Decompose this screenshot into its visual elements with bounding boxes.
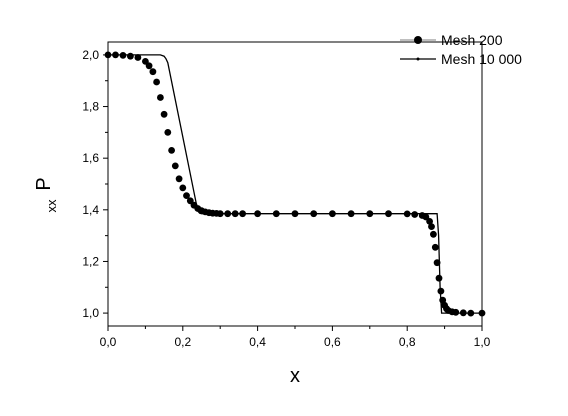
x-axis-label: x: [290, 365, 300, 387]
data-point-mesh-200: [153, 78, 161, 86]
y-axis-ticks: 1,0 1,2 1,4 1,6 1,8 2,0: [82, 48, 108, 320]
data-point-mesh-200: [179, 184, 187, 192]
data-point-mesh-200: [433, 259, 441, 267]
x-tick-label: 0,8: [399, 335, 416, 349]
plot-frame: [107, 41, 483, 327]
data-point-mesh-200: [145, 62, 153, 70]
data-point-mesh-200: [428, 223, 435, 231]
x-tick-label: 1,0: [474, 335, 491, 349]
x-tick-label: 0,2: [174, 335, 191, 349]
series-mesh-200: [104, 51, 486, 317]
data-point-mesh-200: [478, 309, 486, 317]
y-axis-label: P xx: [33, 177, 59, 212]
data-point-mesh-200: [430, 230, 437, 238]
x-tick-label: 0,4: [249, 335, 266, 349]
data-point-mesh-200: [112, 51, 119, 59]
data-point-mesh-200: [224, 210, 232, 218]
legend-label-mesh-10000: Mesh 10 000: [441, 51, 522, 67]
x-axis-ticks: 0,0 0,2 0,4 0,6 0,8 1,0: [100, 326, 491, 349]
data-point-mesh-200: [126, 52, 134, 60]
data-point-mesh-200: [403, 210, 411, 218]
series-line-mesh-10000: [108, 54, 482, 314]
legend-swatch-marker-mesh-10000: [416, 57, 420, 61]
data-point-mesh-200: [157, 94, 164, 101]
data-point-mesh-200: [183, 192, 190, 200]
data-point-mesh-200: [329, 210, 336, 218]
data-point-mesh-200: [216, 210, 224, 218]
y-axis-label-subscript: xx: [44, 199, 59, 213]
series-mesh-10000: [108, 54, 482, 314]
data-point-mesh-200: [426, 218, 433, 225]
y-tick-label: 1,6: [82, 151, 99, 165]
data-point-mesh-200: [149, 68, 157, 76]
data-point-mesh-200: [239, 210, 247, 218]
legend-label-mesh-200: Mesh 200: [441, 32, 503, 48]
data-point-mesh-200: [134, 54, 142, 61]
y-tick-label: 1,4: [82, 203, 99, 217]
y-tick-label: 1,0: [82, 306, 99, 320]
data-point-mesh-200: [272, 210, 280, 218]
data-point-mesh-200: [435, 274, 443, 282]
data-point-mesh-200: [439, 296, 447, 304]
data-point-mesh-200: [104, 51, 112, 59]
legend: Mesh 200 Mesh 10 000: [400, 32, 522, 67]
data-point-mesh-200: [347, 210, 355, 218]
y-axis-label-main: P: [33, 177, 55, 190]
data-point-mesh-200: [459, 309, 467, 317]
data-point-mesh-200: [168, 147, 176, 154]
legend-swatch-marker-mesh-200: [414, 36, 422, 44]
data-point-mesh-200: [366, 210, 374, 218]
x-tick-label: 0,0: [100, 335, 117, 349]
data-point-mesh-200: [231, 210, 239, 218]
data-point-mesh-200: [175, 175, 183, 183]
data-point-mesh-200: [160, 110, 168, 118]
data-point-mesh-200: [452, 308, 460, 316]
data-point-mesh-200: [171, 162, 179, 170]
x-tick-label: 0,6: [324, 335, 341, 349]
data-point-mesh-200: [385, 210, 392, 218]
data-point-mesh-200: [164, 129, 172, 136]
y-tick-label: 2,0: [82, 48, 99, 62]
data-point-mesh-200: [431, 243, 439, 251]
y-tick-label: 1,8: [82, 100, 99, 114]
data-point-mesh-200: [119, 52, 127, 59]
data-point-mesh-200: [437, 287, 445, 295]
data-point-mesh-200: [411, 211, 419, 218]
data-point-mesh-200: [310, 210, 318, 218]
y-tick-label: 1,2: [82, 254, 99, 268]
data-point-mesh-200: [291, 210, 299, 218]
data-point-mesh-200: [254, 210, 261, 218]
data-point-mesh-200: [467, 309, 475, 317]
